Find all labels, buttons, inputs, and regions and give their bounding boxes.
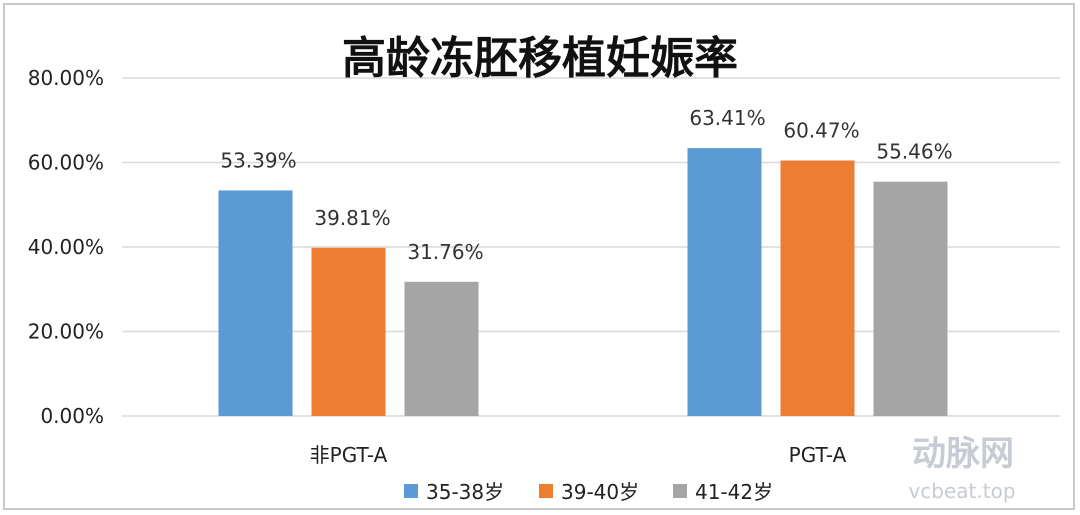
legend-item: 39-40岁 (539, 480, 639, 504)
bar (218, 190, 293, 416)
legend-swatch (673, 484, 687, 498)
bar (687, 148, 762, 416)
legend-label: 41-42岁 (695, 480, 773, 504)
x-axis-categories: 非PGT-A PGT-A (310, 443, 847, 467)
chart-title: 高龄冻胚移植妊娠率 (342, 33, 738, 84)
legend-item: 35-38岁 (404, 480, 504, 504)
legend-item: 41-42岁 (673, 480, 773, 504)
watermark: 动脉网 vcbeat.top (908, 434, 1015, 503)
data-label: 31.76% (407, 240, 483, 264)
legend: 35-38岁 39-40岁 41-42岁 (404, 480, 773, 504)
data-label: 39.81% (314, 206, 390, 230)
bar (311, 247, 386, 416)
bar (780, 160, 855, 416)
legend-label: 39-40岁 (561, 480, 639, 504)
legend-swatch (539, 484, 553, 498)
legend-swatch (404, 484, 418, 498)
bar (873, 181, 948, 416)
y-tick-label: 0.00% (40, 404, 104, 428)
watermark-cn: 动脉网 (912, 434, 1014, 474)
data-label: 53.39% (220, 148, 296, 172)
y-tick-label: 40.00% (28, 235, 104, 259)
y-axis-ticks: 0.00% 20.00% 40.00% 60.00% 80.00% (28, 66, 104, 428)
watermark-en: vcbeat.top (908, 479, 1015, 503)
x-category-label: PGT-A (789, 443, 847, 467)
data-label: 60.47% (783, 119, 859, 143)
data-label: 55.46% (876, 140, 952, 164)
bar (404, 281, 479, 416)
x-category-label: 非PGT-A (310, 443, 388, 467)
data-label: 63.41% (689, 106, 765, 130)
bars (218, 148, 948, 416)
y-tick-label: 60.00% (28, 151, 104, 175)
legend-label: 35-38岁 (426, 480, 504, 504)
y-tick-label: 20.00% (28, 320, 104, 344)
y-tick-label: 80.00% (28, 66, 104, 90)
data-labels: 53.39% 39.81% 31.76% 63.41% 60.47% 55.46% (220, 106, 952, 264)
